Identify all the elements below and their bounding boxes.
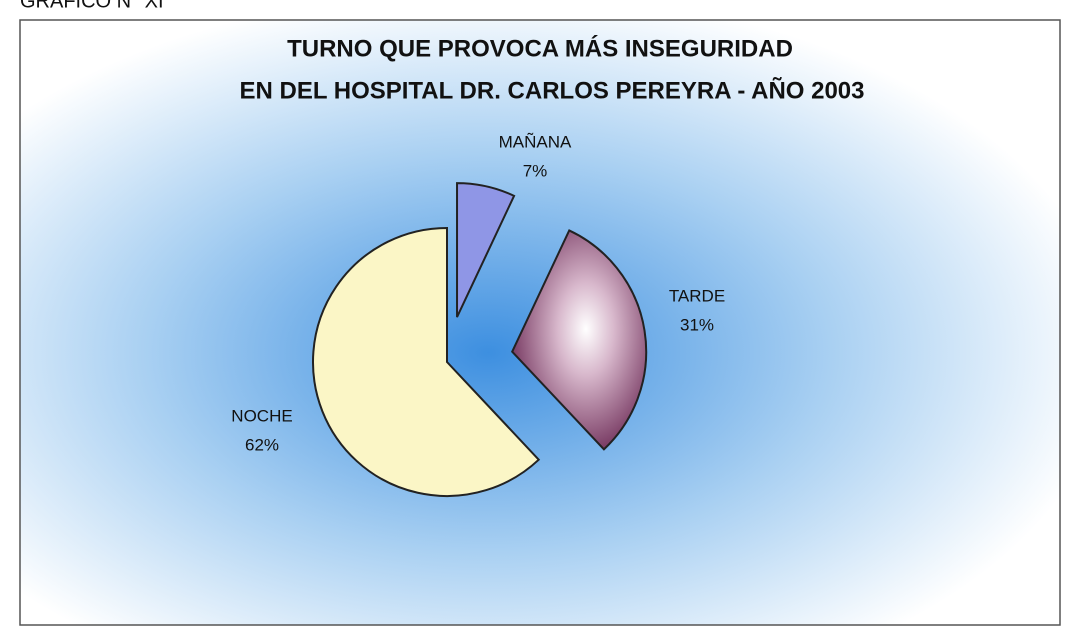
pie-slice bbox=[510, 229, 648, 451]
pie-slice bbox=[456, 182, 516, 318]
caption: GRÁFICO N° XI bbox=[20, 0, 164, 12]
chart-title: TURNO QUE PROVOCA MÁS INSEGURIDAD bbox=[287, 34, 793, 62]
chart-title: EN DEL HOSPITAL DR. CARLOS PEREYRA - AÑO… bbox=[240, 76, 865, 104]
slice-label: TARDE bbox=[669, 286, 725, 305]
slice-value-label: 62% bbox=[245, 435, 279, 454]
slice-label: MAÑANA bbox=[499, 132, 572, 151]
slice-value-label: 7% bbox=[523, 161, 548, 180]
slice-value-label: 31% bbox=[680, 315, 714, 334]
slice-label: NOCHE bbox=[231, 406, 292, 425]
pie-slice bbox=[312, 226, 541, 497]
